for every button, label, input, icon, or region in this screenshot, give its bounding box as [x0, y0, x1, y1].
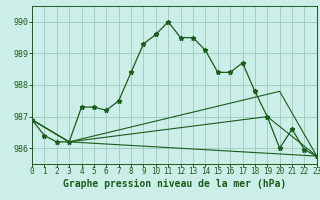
X-axis label: Graphe pression niveau de la mer (hPa): Graphe pression niveau de la mer (hPa): [63, 179, 286, 189]
